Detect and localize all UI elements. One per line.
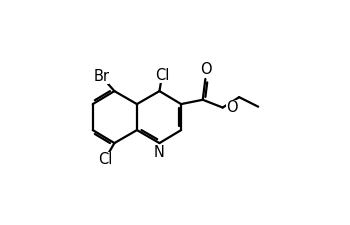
- Text: Cl: Cl: [98, 152, 112, 167]
- Text: Cl: Cl: [155, 68, 169, 83]
- Text: O: O: [201, 62, 212, 77]
- Text: O: O: [226, 100, 238, 115]
- Text: N: N: [154, 145, 165, 160]
- Text: Br: Br: [93, 69, 110, 84]
